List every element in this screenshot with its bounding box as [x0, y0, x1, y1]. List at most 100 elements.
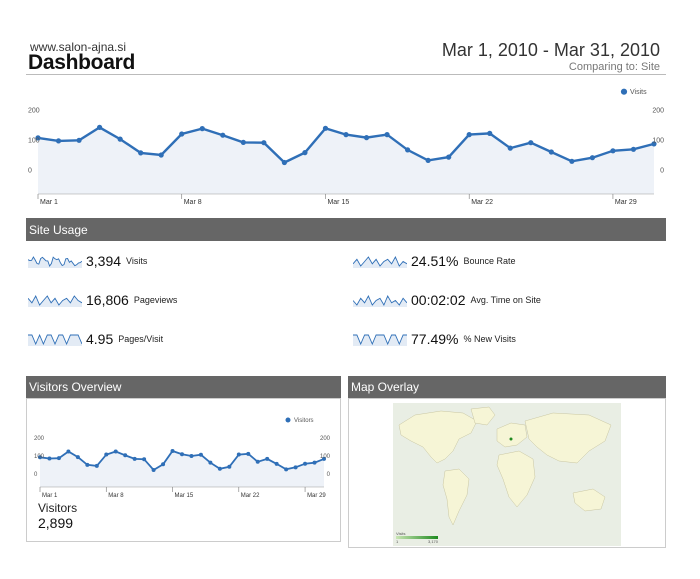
legend-marker: [620, 88, 628, 95]
data-point: [261, 140, 267, 146]
metric-label[interactable]: Bounce Rate: [463, 256, 516, 266]
data-point: [302, 150, 308, 156]
visits-sparkline: [28, 256, 82, 268]
data-point: [56, 456, 61, 461]
x-tick-label: Mar 29: [307, 493, 326, 499]
series-area: [40, 451, 324, 487]
x-tick-label: Mar 29: [615, 199, 637, 206]
australia-shape: [572, 488, 606, 512]
y-tick-label-right: 200: [320, 436, 331, 442]
world-map[interactable]: [393, 403, 621, 546]
data-point: [466, 132, 472, 138]
map-legend-gradient: [396, 536, 438, 539]
visits-line-chart[interactable]: Mar 1 Mar 8 Mar 15 Mar 22 Mar 29 200 200 100 100…: [26, 82, 666, 210]
metric-label[interactable]: Visits: [126, 256, 148, 266]
metric-new-visits[interactable]: 77.49% % New Visits: [353, 329, 516, 349]
x-tick-label: Mar 8: [184, 199, 202, 206]
y-tick-label-left: 100: [28, 137, 40, 144]
data-point: [322, 125, 329, 131]
data-point: [220, 132, 226, 138]
europe-shape: [496, 422, 528, 448]
map-legend-min: 1: [396, 539, 399, 544]
new-visits-sparkline: [353, 334, 407, 346]
metric-label[interactable]: % New Visits: [463, 334, 516, 344]
legend-label: Visits: [630, 89, 647, 96]
map-legend: Visits 1 3,170: [396, 531, 438, 544]
data-point: [303, 461, 308, 466]
south-america-shape: [442, 468, 470, 526]
data-point: [507, 145, 513, 151]
header-divider: [26, 74, 666, 75]
map-overlay-title: Map Overlay: [351, 380, 420, 394]
pages-per-visit-sparkline: [28, 333, 82, 346]
data-point: [132, 456, 137, 461]
slovenia-marker: [509, 437, 513, 441]
data-point: [312, 460, 317, 465]
data-point: [158, 152, 164, 158]
visitors-label[interactable]: Visitors: [38, 501, 78, 515]
sparkline-line: [28, 294, 82, 306]
data-point: [76, 137, 82, 143]
data-point: [446, 154, 452, 160]
map-legend-max: 3,170: [427, 539, 438, 544]
date-range-selector[interactable]: Mar 1, 2010 - Mar 31, 2010: [441, 40, 660, 60]
metric-label[interactable]: Pageviews: [133, 295, 178, 305]
data-point: [589, 155, 596, 161]
data-point: [117, 136, 123, 142]
data-point: [35, 135, 41, 141]
visitors-line-chart[interactable]: Mar 1 Mar 8 Mar 15 Mar 22 Mar 29 200 200 100 100…: [32, 410, 332, 500]
visitors-value: 2,899: [38, 515, 74, 531]
data-point: [240, 139, 246, 145]
data-point: [75, 455, 80, 460]
data-point: [569, 158, 575, 164]
data-point: [142, 457, 147, 462]
y-tick-label-left: 200: [34, 436, 45, 442]
sparkline-area: [28, 296, 82, 307]
data-point: [66, 449, 71, 454]
data-point: [180, 452, 184, 457]
data-point: [97, 124, 103, 130]
y-tick-label-left: 0: [28, 167, 32, 174]
data-point: [113, 449, 118, 454]
metric-value: 24.51%: [411, 253, 459, 269]
legend-marker: [285, 417, 291, 423]
sparkline-area: [353, 296, 407, 307]
metric-value: 3,394: [86, 253, 122, 269]
data-point: [217, 466, 222, 471]
data-point: [528, 140, 534, 146]
asia-shape: [524, 412, 612, 464]
data-point: [384, 132, 390, 138]
metric-visits[interactable]: 3,394 Visits: [28, 251, 147, 271]
metric-label[interactable]: Avg. Time on Site: [470, 295, 541, 305]
metric-pages-per-visit[interactable]: 4.95 Pages/Visit: [28, 329, 163, 349]
north-america-shape: [398, 410, 478, 464]
sparkline-line: [28, 256, 82, 267]
data-point: [548, 149, 554, 155]
metric-bounce-rate[interactable]: 24.51% Bounce Rate: [353, 251, 516, 271]
sparkline-area: [353, 335, 407, 346]
y-tick-label-left: 200: [28, 107, 40, 114]
data-point: [55, 138, 62, 144]
data-point: [363, 135, 370, 141]
metric-label[interactable]: Pages/Visit: [118, 334, 164, 344]
y-tick-label-right: 100: [320, 454, 331, 460]
site-usage-header: Site Usage: [26, 218, 666, 241]
metric-value: 00:02:02: [411, 292, 466, 308]
data-point: [284, 467, 289, 472]
data-point: [85, 462, 90, 467]
map-overlay-header: Map Overlay: [348, 376, 666, 398]
data-point: [170, 448, 175, 453]
data-point: [227, 464, 232, 469]
data-point: [138, 150, 144, 156]
metric-avg-time[interactable]: 00:02:02 Avg. Time on Site: [353, 290, 541, 310]
africa-shape: [496, 450, 536, 508]
comparison-label: Comparing to: Site: [568, 61, 660, 73]
data-point: [343, 132, 349, 138]
x-tick-label: Mar 15: [175, 493, 194, 499]
data-point: [405, 147, 411, 153]
data-point: [151, 468, 156, 473]
x-tick-label: Mar 15: [327, 199, 349, 206]
data-point: [38, 455, 42, 460]
pageviews-sparkline: [28, 294, 82, 307]
metric-pageviews[interactable]: 16,806 Pageviews: [28, 290, 177, 310]
